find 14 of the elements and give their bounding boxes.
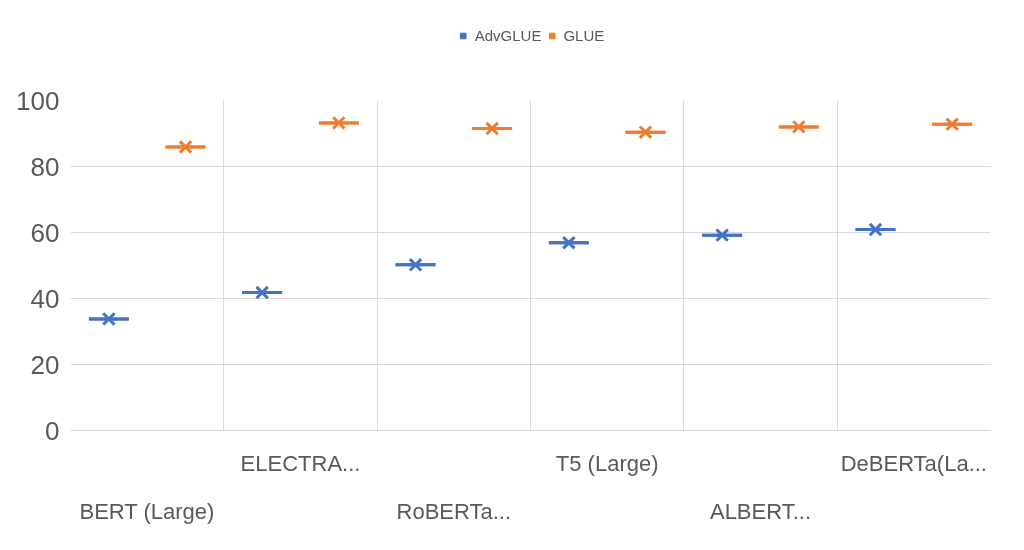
x-tick-label: T5 (Large) — [555, 450, 659, 476]
y-tick-label: 80 — [30, 151, 60, 182]
legend-label: AdvGLUE — [474, 26, 542, 44]
x-tick-label: ELECTRA... — [240, 450, 361, 476]
y-tick-label: 20 — [30, 349, 60, 380]
y-tick-label: 40 — [30, 283, 60, 314]
y-tick-label: 0 — [45, 415, 60, 446]
x-tick-label: DeBERTa(La... — [840, 450, 988, 476]
y-tick-label: 100 — [16, 85, 60, 116]
legend-label: GLUE — [563, 26, 605, 44]
x-tick-label: RoBERTa... — [396, 498, 512, 524]
x-tick-label: ALBERT... — [709, 498, 812, 524]
x-tick-label: BERT (Large) — [79, 498, 215, 524]
y-tick-label: 60 — [30, 217, 60, 248]
